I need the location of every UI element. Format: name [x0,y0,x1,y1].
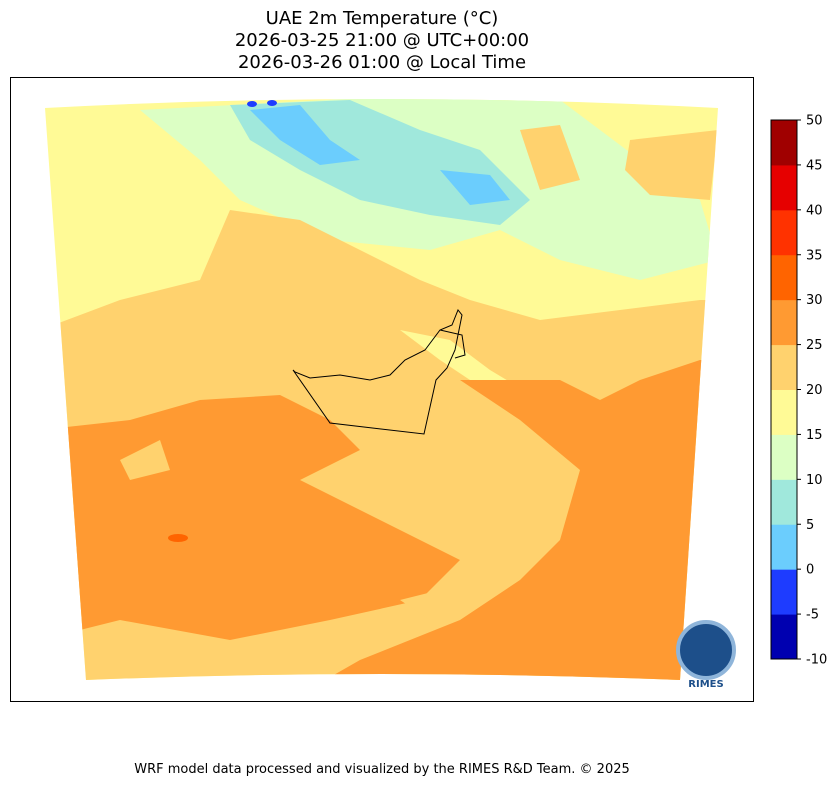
colorbar-tick-label: -10 [806,653,827,668]
colorbar-tick-label: 35 [806,248,823,263]
colorbar-bin [771,524,797,570]
colorbar-bin [771,299,797,346]
colorbar-tick-label: 45 [806,158,823,173]
uae-border [292,309,466,435]
colorbar-tick-label: 25 [806,338,823,353]
title-line-3: 2026-03-26 01:00 @ Local Time [237,52,527,73]
logo-text: RIMES [688,679,723,690]
colorbar-bin [771,209,797,256]
colorbar-tick-label: 30 [806,293,823,308]
band-20-25-north [520,125,718,200]
temperature-field [45,99,718,680]
colorbar-tick-label: 0 [806,563,814,578]
colorbar-tick-label: 40 [806,203,823,218]
colorbar-tick-label: 5 [806,518,814,533]
colorbar-bin [771,569,797,615]
colorbar-bin [771,434,797,480]
colorbar-bin [771,614,797,660]
colorbar: -10 -5 0 5 10 15 20 25 30 35 40 45 50 [770,114,827,668]
colorbar-tick-label: -5 [806,608,819,623]
band-30-35 [168,534,188,542]
colorbar-bin [771,344,797,390]
band-0-5 [250,105,510,205]
colorbar-bin [771,479,797,525]
footer-credit: WRF model data processed and visualized … [134,762,630,777]
colorbar-bin [771,164,797,211]
colorbar-tick-label: 50 [806,114,823,129]
colorbar-bin [771,389,797,435]
map-figure: RIMES -10 -5 0 5 10 15 20 25 30 35 40 45 50 [10,77,827,702]
colorbar-tick-label: 20 [806,383,823,398]
colorbar-bin [771,120,797,166]
title-line-2: 2026-03-25 21:00 @ UTC+00:00 [234,30,530,51]
colorbar-tick-label: 10 [806,473,823,488]
colorbar-bin [771,254,797,301]
colorbar-tick-label: 15 [806,428,823,443]
rimes-logo: RIMES [676,620,736,690]
title-line-1: UAE 2m Temperature (°C) [265,8,499,29]
band-25-30-southeast [290,360,718,680]
